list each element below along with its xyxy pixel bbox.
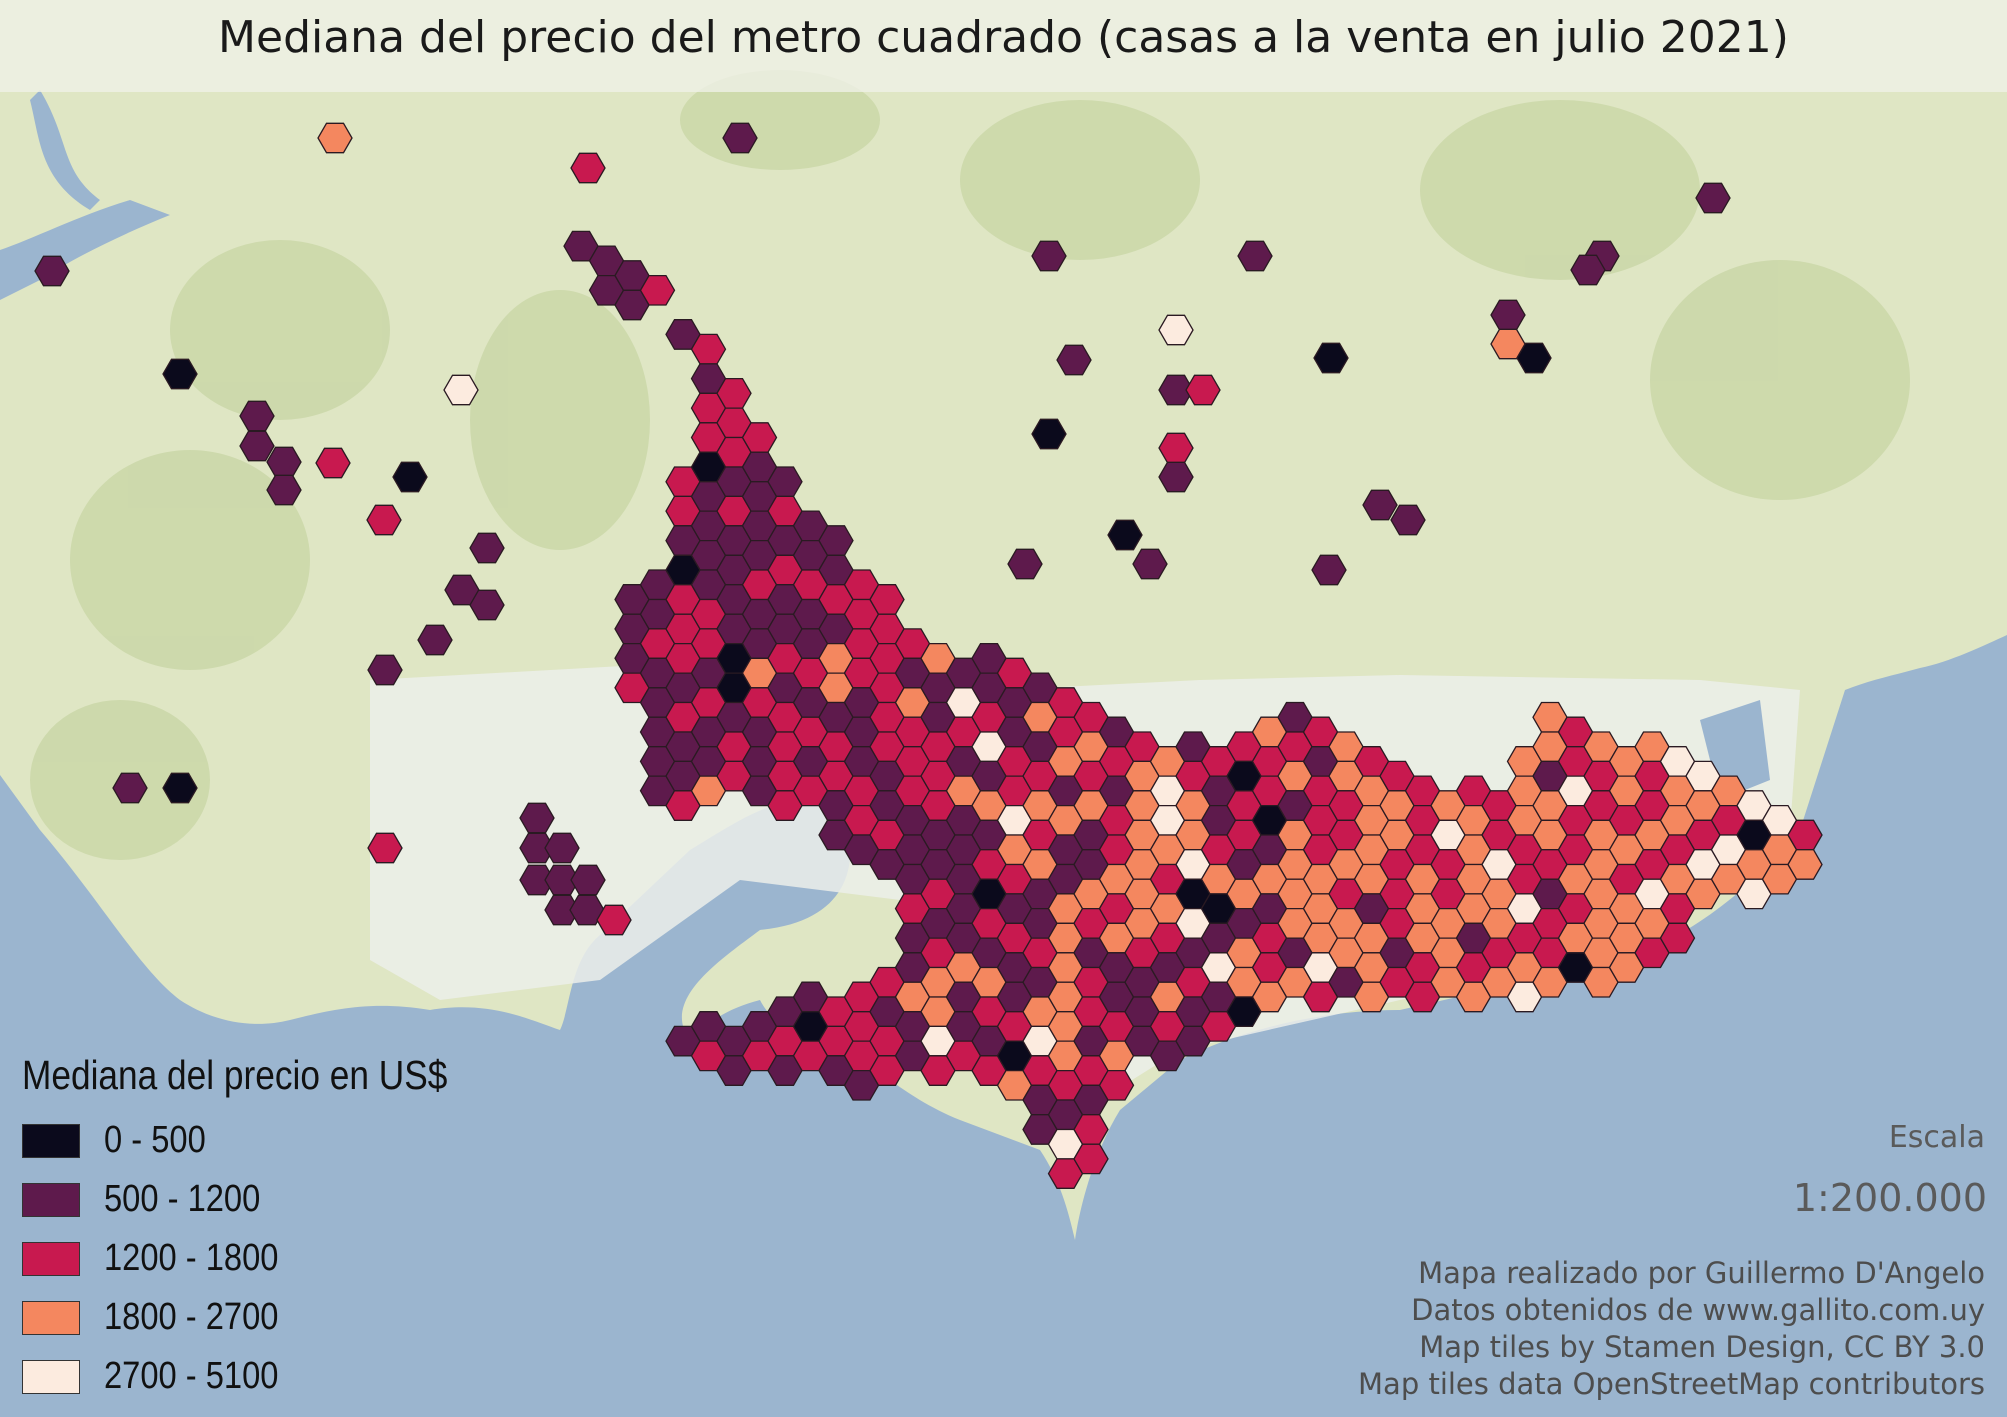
- credit-line-tiles: Map tiles by Stamen Design, CC BY 3.0: [1419, 1330, 1985, 1364]
- hex-cell: [569, 894, 605, 926]
- hex-cell: [1007, 548, 1043, 580]
- hex-cell: [1056, 344, 1092, 376]
- hex-cell: [1659, 922, 1696, 954]
- legend-item-0-500: 0 - 500: [22, 1111, 517, 1170]
- legend-swatch: [22, 1182, 80, 1217]
- hex-cell: [417, 624, 453, 656]
- hex-cell: [1695, 182, 1731, 214]
- hex-cell: [1132, 548, 1168, 580]
- hex-cell: [1098, 1069, 1135, 1101]
- hex-cell: [366, 504, 402, 536]
- credit-line-author: Mapa realizado por Guillermo D'Angelo: [1418, 1256, 1985, 1290]
- legend-item-1200-1800: 1200 - 1800: [22, 1229, 517, 1288]
- hex-cell: [1362, 489, 1398, 521]
- hex-cell: [1237, 240, 1273, 272]
- legend-swatch: [22, 1241, 80, 1276]
- hex-cell: [317, 122, 353, 154]
- hex-cell: [519, 832, 555, 864]
- legend-label: 1800 - 2700: [104, 1296, 279, 1338]
- legend-label: 1200 - 1800: [104, 1237, 279, 1279]
- hex-cell: [1107, 519, 1143, 551]
- hex-cell: [469, 532, 505, 564]
- legend-swatch: [22, 1123, 80, 1158]
- legend-item-500-1200: 500 - 1200: [22, 1170, 517, 1229]
- hex-cell: [367, 654, 403, 686]
- hex-cell: [162, 358, 198, 390]
- hex-cell: [519, 864, 555, 896]
- legend-title: Mediana del precio en US$: [22, 1052, 448, 1098]
- credit-line-osm: Map tiles data OpenStreetMap contributor…: [1358, 1367, 1985, 1401]
- hex-cell: [392, 461, 428, 493]
- hex-cell: [1787, 849, 1823, 880]
- credits: Mapa realizado por Guillermo D'Angelo Da…: [1358, 1255, 1985, 1403]
- hex-cell: [469, 589, 505, 621]
- hex-cell: [1570, 254, 1606, 286]
- scale-title: Escala: [1888, 1120, 1985, 1155]
- hex-cell: [570, 152, 606, 184]
- hex-cell: [722, 122, 758, 154]
- credit-line-data: Datos obtenidos de www.gallito.com.uy: [1411, 1293, 1985, 1327]
- hex-cell: [570, 864, 606, 896]
- legend: Mediana del precio en US$ 0 - 500 500 - …: [22, 1052, 517, 1406]
- hexbin-layer: [34, 122, 1823, 1189]
- hex-cell: [1031, 418, 1067, 450]
- legend-label: 500 - 1200: [104, 1178, 261, 1220]
- hex-cell: [443, 374, 479, 406]
- hex-cell: [34, 255, 70, 287]
- hex-cell: [112, 772, 148, 804]
- hex-cell: [266, 474, 302, 506]
- hex-cell: [1390, 504, 1426, 536]
- hex-cell: [544, 894, 580, 926]
- legend-swatch: [22, 1359, 80, 1394]
- hex-cell: [544, 832, 580, 864]
- river-channel: [30, 90, 100, 210]
- scale-value: 1:200.000: [1792, 1176, 1987, 1220]
- hex-cell: [639, 274, 676, 306]
- hex-cell: [239, 430, 275, 462]
- legend-item-1800-2700: 1800 - 2700: [22, 1288, 517, 1347]
- legend-label: 0 - 500: [104, 1119, 206, 1161]
- legend-swatch: [22, 1300, 80, 1335]
- hex-cell: [1073, 1143, 1109, 1175]
- hex-cell: [1311, 554, 1347, 586]
- hex-cell: [596, 904, 632, 936]
- legend-label: 2700 - 5100: [104, 1355, 279, 1397]
- hex-cell: [1031, 240, 1067, 272]
- hex-cell: [367, 832, 403, 864]
- hex-cell: [1313, 342, 1349, 374]
- hex-cell: [1158, 374, 1194, 406]
- hex-cell: [1158, 314, 1194, 346]
- title-band: [0, 0, 2007, 92]
- legend-item-2700-5100: 2700 - 5100: [22, 1347, 517, 1406]
- hex-cell: [1490, 328, 1526, 360]
- hex-cell: [162, 772, 198, 804]
- map-title: Mediana del precio del metro cuadrado (c…: [218, 12, 1789, 63]
- hex-cell: [1185, 374, 1221, 406]
- hex-cell: [1158, 461, 1194, 493]
- hex-cell: [315, 447, 351, 479]
